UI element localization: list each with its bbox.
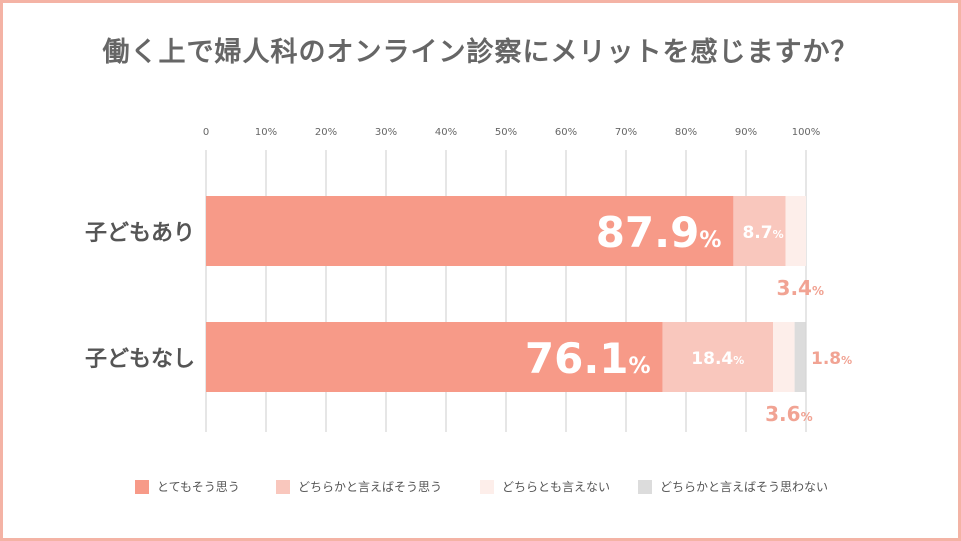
legend-swatch: [135, 479, 149, 494]
bar-segment: [662, 322, 773, 392]
x-tick-label: 30%: [375, 127, 397, 138]
x-tick-label: 100%: [792, 127, 821, 138]
legend-label: どちらかと言えばそう思わない: [660, 480, 829, 494]
data-label: 3.4%: [777, 276, 824, 300]
bar-segment: [773, 322, 795, 392]
legend-label: どちらかと言えばそう思う: [298, 480, 443, 494]
data-label: 76.1%: [525, 334, 651, 383]
x-tick-label: 70%: [615, 127, 637, 138]
legend-item: どちらかと言えばそう思う: [276, 478, 442, 495]
legend-item: どちらかと言えばそう思わない: [638, 478, 828, 495]
data-label: 3.6%: [765, 402, 812, 426]
x-tick-label: 90%: [735, 127, 757, 138]
legend-swatch: [276, 479, 290, 494]
bar-segment: [206, 322, 663, 392]
category-label: 子どもあり: [85, 221, 195, 246]
bar-segment: [733, 196, 786, 266]
bar-segment: [794, 322, 806, 392]
chart-legend: とてもそう思う どちらかと言えばそう思う どちらとも言えない どちらかと言えばそう思わ…: [0, 478, 961, 498]
x-tick-label: 40%: [435, 127, 457, 138]
x-tick-label: 10%: [255, 127, 277, 138]
legend-label: どちらとも言えない: [502, 480, 611, 494]
data-label: 87.9%: [596, 208, 722, 257]
legend-swatch: [480, 479, 494, 494]
legend-item: とてもそう思う: [135, 478, 240, 495]
x-tick-label: 80%: [675, 127, 697, 138]
data-label: 1.8%: [811, 349, 852, 369]
legend-swatch: [638, 479, 652, 494]
x-tick-label: 20%: [315, 127, 337, 138]
x-tick-label: 60%: [555, 127, 577, 138]
x-tick-label: 50%: [495, 127, 517, 138]
chart-title: 働く上で婦人科のオンライン診察にメリットを感じますか？: [102, 37, 859, 68]
x-tick-label: 0: [203, 127, 209, 138]
data-label: 18.4%: [691, 349, 744, 369]
category-label: 子どもなし: [85, 347, 195, 372]
bar-segment: [785, 196, 806, 266]
data-label: 8.7%: [742, 223, 783, 243]
legend-item: どちらとも言えない: [480, 478, 610, 495]
bar-segment: [206, 196, 734, 266]
legend-label: とてもそう思う: [157, 480, 240, 494]
